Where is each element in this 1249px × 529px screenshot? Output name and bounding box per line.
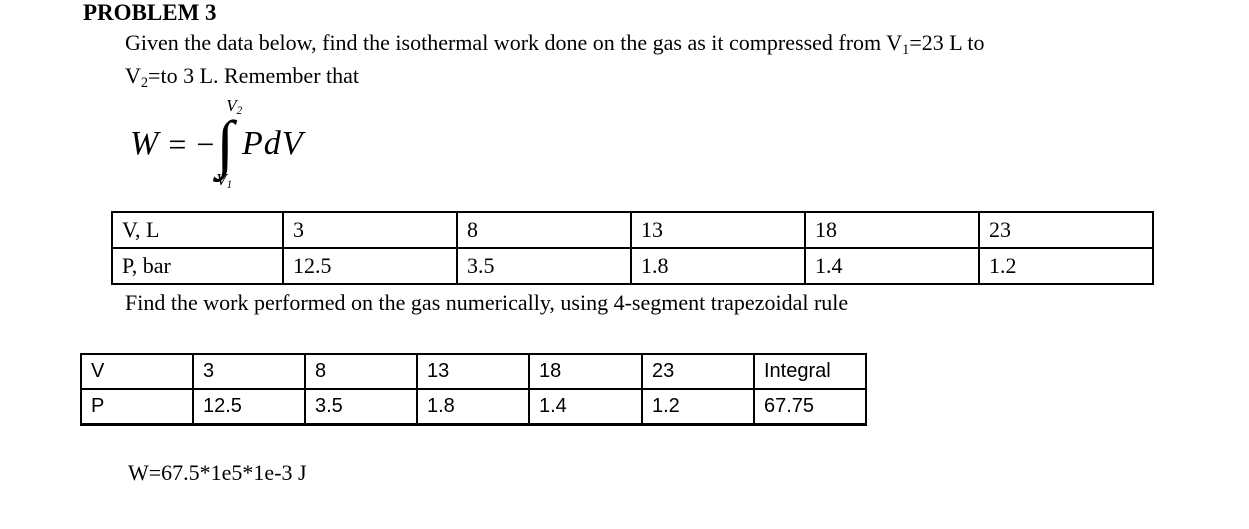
integral-lower-limit: V1 [216,170,233,191]
integral-upper-limit: V2 [226,96,243,117]
subscript: 1 [226,178,233,191]
limit-base: V [216,170,227,189]
table-cell: 1.2 [978,247,1154,285]
statement-line-2: V2=to 3 L. Remember that [125,61,984,94]
solution-table: V 3 8 13 18 23 Integral P 12.5 3.5 1.8 1… [80,353,867,426]
problem-heading: PROBLEM 3 [83,0,217,25]
table-cell: 3.5 [304,388,418,426]
table-cell: P, bar [111,247,284,285]
problem-statement: Given the data below, find the isotherma… [125,28,984,94]
table-cell: 1.4 [804,247,980,285]
table-row-volume: V 3 8 13 18 23 Integral [80,353,867,390]
table-row-volume: V, L 3 8 13 18 23 [111,211,1154,249]
statement-text: =to 3 L. Remember that [148,63,360,88]
integral-sign: ∫ [216,108,234,179]
limit-base: V [226,96,237,115]
instruction-text: Find the work performed on the gas numer… [125,290,849,315]
table-cell: 13 [630,211,806,249]
table-cell: P [80,388,194,426]
statement-text: =23 L to [909,30,985,55]
table-cell: 1.8 [416,388,530,426]
table-cell: 67.75 [753,388,867,426]
table-cell: 12.5 [282,247,458,285]
table-cell: 3 [282,211,458,249]
formula-lhs: W [130,125,159,162]
table-cell: 8 [456,211,632,249]
data-table: V, L 3 8 13 18 23 P, bar 12.5 3.5 1.8 1.… [111,211,1154,285]
table-row-pressure: P, bar 12.5 3.5 1.8 1.4 1.2 [111,247,1154,285]
work-integral-formula: W = − V2 ∫ V1 PdV [130,97,304,191]
table-cell: 18 [528,353,643,390]
table-cell: 23 [641,353,755,390]
table-cell: 12.5 [192,388,306,426]
integral-with-limits: V2 ∫ V1 [216,97,242,191]
integrand: PdV [241,125,304,162]
statement-text: V [125,63,141,88]
statement-line-1: Given the data below, find the isotherma… [125,28,984,61]
equals-sign: = [168,125,187,162]
table-cell: 3.5 [456,247,632,285]
table-cell: 1.8 [630,247,806,285]
table-cell: 13 [416,353,530,390]
table-cell: 18 [804,211,980,249]
statement-text: Given the data below, find the isotherma… [125,30,903,55]
table-cell: V [80,353,194,390]
subscript: 2 [236,104,243,117]
table-cell: 8 [304,353,418,390]
table-cell: 3 [192,353,306,390]
subscript: 1 [902,41,910,58]
table-cell: 1.2 [641,388,755,426]
table-cell: 23 [978,211,1154,249]
table-row-pressure: P 12.5 3.5 1.8 1.4 1.2 67.75 [80,388,867,426]
table-cell: 1.4 [528,388,643,426]
result-text: W=67.5*1e5*1e-3 J [128,460,307,485]
table-cell: V, L [111,211,284,249]
table-cell: Integral [753,353,867,390]
minus-sign: − [196,125,215,162]
subscript: 2 [140,74,149,91]
